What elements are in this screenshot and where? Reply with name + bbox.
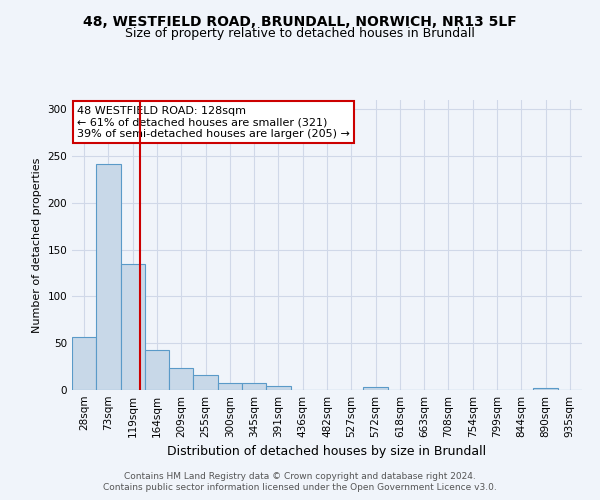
Bar xyxy=(145,350,169,390)
Bar xyxy=(121,264,145,390)
Bar xyxy=(218,384,242,390)
Bar xyxy=(364,387,388,390)
Bar xyxy=(242,384,266,390)
Bar xyxy=(96,164,121,390)
Bar xyxy=(193,375,218,390)
Text: Contains HM Land Registry data © Crown copyright and database right 2024.: Contains HM Land Registry data © Crown c… xyxy=(124,472,476,481)
Text: 48 WESTFIELD ROAD: 128sqm
← 61% of detached houses are smaller (321)
39% of semi: 48 WESTFIELD ROAD: 128sqm ← 61% of detac… xyxy=(77,106,350,139)
X-axis label: Distribution of detached houses by size in Brundall: Distribution of detached houses by size … xyxy=(167,446,487,458)
Text: Size of property relative to detached houses in Brundall: Size of property relative to detached ho… xyxy=(125,28,475,40)
Bar xyxy=(266,386,290,390)
Text: Contains public sector information licensed under the Open Government Licence v3: Contains public sector information licen… xyxy=(103,484,497,492)
Y-axis label: Number of detached properties: Number of detached properties xyxy=(32,158,42,332)
Bar xyxy=(169,368,193,390)
Bar xyxy=(533,388,558,390)
Bar xyxy=(72,336,96,390)
Text: 48, WESTFIELD ROAD, BRUNDALL, NORWICH, NR13 5LF: 48, WESTFIELD ROAD, BRUNDALL, NORWICH, N… xyxy=(83,15,517,29)
